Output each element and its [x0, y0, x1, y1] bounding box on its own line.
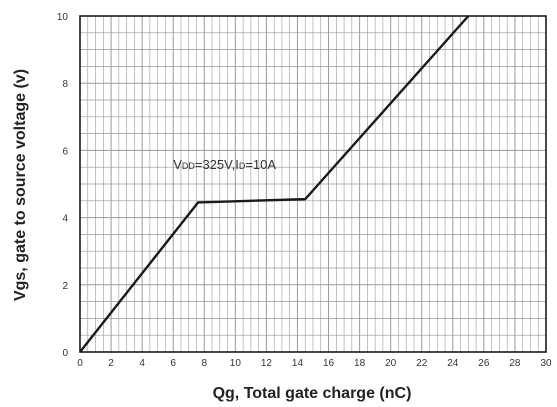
y-tick-label: 2	[62, 281, 68, 292]
x-tick-label: 30	[540, 358, 552, 369]
y-tick-label: 4	[62, 214, 68, 225]
x-tick-label: 18	[354, 358, 366, 369]
x-tick-label: 24	[447, 358, 459, 369]
y-tick-label: 6	[62, 146, 68, 157]
y-tick-label: 10	[57, 12, 69, 23]
x-tick-label: 16	[323, 358, 335, 369]
x-tick-label: 6	[170, 358, 176, 369]
grid	[80, 16, 546, 352]
x-axis-title: Qg, Total gate charge (nC)	[213, 385, 412, 402]
y-tick-label: 8	[62, 79, 68, 90]
y-tick-labels: 0 2 4 6 8 10	[57, 12, 69, 359]
x-tick-label: 12	[261, 358, 273, 369]
x-tick-label: 0	[77, 358, 83, 369]
x-tick-label: 10	[230, 358, 242, 369]
x-tick-label: 2	[108, 358, 114, 369]
y-tick-label: 0	[62, 348, 68, 359]
x-tick-label: 26	[478, 358, 490, 369]
x-tick-label: 8	[201, 358, 207, 369]
x-tick-label: 4	[139, 358, 145, 369]
x-tick-labels: 0 2 4 6 8 10 12 14 16 18 20 22 24 26 28 30	[77, 358, 552, 369]
x-tick-label: 28	[509, 358, 521, 369]
x-tick-label: 20	[385, 358, 397, 369]
y-axis-title: Vgs, gate to source voltage (v)	[12, 69, 29, 301]
x-tick-label: 14	[292, 358, 304, 369]
x-tick-label: 22	[416, 358, 428, 369]
